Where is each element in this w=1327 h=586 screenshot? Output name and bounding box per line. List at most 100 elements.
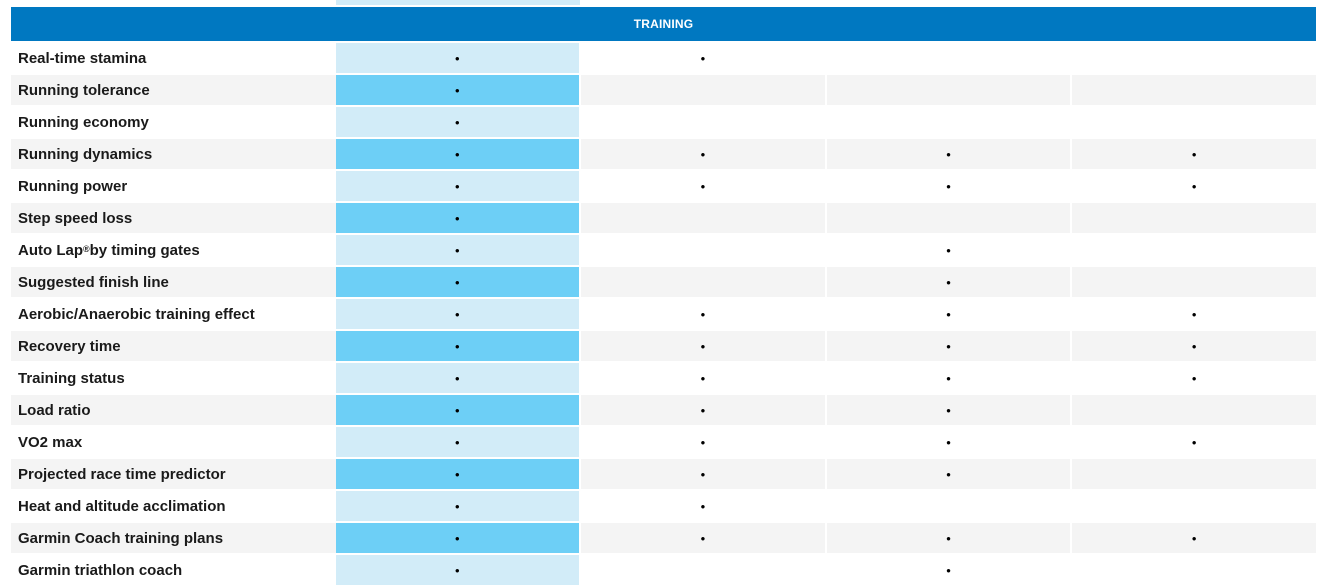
feature-cell-col-3: • (826, 235, 1071, 265)
table-row: Training status • • • • (11, 363, 1317, 393)
feature-label: Projected race time predictor (11, 459, 336, 489)
feature-cell-col-1: • (335, 267, 580, 297)
feature-cell-col-2 (581, 203, 825, 233)
table-row: Garmin Coach training plans • • • • (11, 523, 1317, 553)
bullet-mark: • (946, 306, 951, 322)
feature-cell-col-1: • (335, 523, 580, 553)
feature-cell-col-3: • (826, 267, 1071, 297)
table-row: VO2 max • • • • (11, 427, 1317, 457)
bullet-mark: • (946, 178, 951, 194)
bullet-mark: • (946, 530, 951, 546)
feature-cell-col-3: • (826, 171, 1071, 201)
feature-cell-col-1: • (335, 395, 580, 425)
feature-cell-col-4 (1072, 107, 1317, 137)
feature-cell-col-2: • (581, 299, 825, 329)
feature-cell-col-1: • (335, 299, 580, 329)
feature-cell-col-2: • (581, 363, 825, 393)
feature-cell-col-1: • (335, 43, 580, 73)
bullet-mark: • (455, 50, 460, 66)
table-row: Suggested finish line • • (11, 267, 1317, 297)
feature-label: Suggested finish line (11, 267, 336, 297)
feature-cell-col-4: • (1072, 523, 1317, 553)
feature-cell-col-1: • (335, 75, 580, 105)
bullet-mark: • (1191, 306, 1197, 322)
feature-label: Step speed loss (11, 203, 336, 233)
feature-cell-col-1: • (335, 171, 580, 201)
bullet-mark: • (700, 146, 706, 162)
bullet-mark: • (1191, 530, 1197, 546)
bullet-mark: • (455, 498, 460, 514)
feature-label: Garmin triathlon coach (11, 555, 336, 585)
bullet-mark: • (946, 402, 951, 418)
bullet-mark: • (455, 562, 460, 578)
feature-cell-col-3 (826, 203, 1071, 233)
table-row: Load ratio • • • (11, 395, 1317, 425)
table-row: Aerobic/Anaerobic training effect • • • • (11, 299, 1317, 329)
feature-label: Aerobic/Anaerobic training effect (11, 299, 336, 329)
feature-cell-col-4 (1072, 459, 1317, 489)
bullet-mark: • (1191, 338, 1197, 354)
bullet-mark: • (700, 434, 706, 450)
section-header-training: TRAINING (11, 7, 1316, 41)
feature-cell-col-2 (581, 235, 825, 265)
bullet-mark: • (455, 402, 460, 418)
feature-cell-col-3 (826, 75, 1071, 105)
feature-label: Garmin Coach training plans (11, 523, 336, 553)
bullet-mark: • (700, 50, 706, 66)
feature-cell-col-4: • (1072, 331, 1317, 361)
feature-label: Running economy (11, 107, 336, 137)
feature-cell-col-2: • (581, 139, 825, 169)
feature-cell-col-1: • (335, 555, 580, 585)
bullet-mark: • (455, 306, 460, 322)
bullet-mark: • (700, 370, 706, 386)
feature-cell-col-4: • (1072, 363, 1317, 393)
feature-cell-col-3 (826, 43, 1071, 73)
bullet-mark: • (700, 338, 706, 354)
feature-cell-col-1: • (335, 331, 580, 361)
bullet-mark: • (455, 114, 460, 130)
feature-label: Running power (11, 171, 336, 201)
feature-label: Running tolerance (11, 75, 336, 105)
bullet-mark: • (455, 466, 460, 482)
feature-label: Recovery time (11, 331, 336, 361)
section-title: TRAINING (633, 17, 694, 31)
feature-label: Load ratio (11, 395, 336, 425)
feature-cell-col-1: • (335, 427, 580, 457)
table-row: Running tolerance • (11, 75, 1317, 105)
feature-cell-col-2: • (581, 491, 825, 521)
table-row: Real-time stamina • • (11, 43, 1317, 73)
feature-cell-col-4 (1072, 235, 1317, 265)
feature-cell-col-4: • (1072, 171, 1317, 201)
bullet-mark: • (455, 530, 460, 546)
bullet-mark: • (455, 242, 460, 258)
feature-cell-col-2: • (581, 43, 825, 73)
table-row: Running power • • • • (11, 171, 1317, 201)
bullet-mark: • (946, 338, 951, 354)
bullet-mark: • (700, 402, 706, 418)
feature-cell-col-3: • (826, 139, 1071, 169)
feature-cell-col-4: • (1072, 427, 1317, 457)
feature-cell-col-3: • (826, 523, 1071, 553)
feature-label: Training status (11, 363, 336, 393)
bullet-mark: • (700, 466, 706, 482)
table-row: Auto Lap ® by timing gates • • (11, 235, 1317, 265)
feature-cell-col-4 (1072, 43, 1317, 73)
feature-label: Real-time stamina (11, 43, 336, 73)
feature-cell-col-1: • (335, 491, 580, 521)
previous-section-column-edge (336, 0, 580, 5)
bullet-mark: • (946, 466, 951, 482)
feature-label: Heat and altitude acclimation (11, 491, 336, 521)
feature-cell-col-2: • (581, 171, 825, 201)
table-row: Step speed loss • (11, 203, 1317, 233)
feature-cell-col-3 (826, 491, 1071, 521)
bullet-mark: • (946, 242, 951, 258)
bullet-mark: • (1191, 434, 1197, 450)
feature-cell-col-3: • (826, 331, 1071, 361)
feature-cell-col-4 (1072, 75, 1317, 105)
bullet-mark: • (946, 562, 951, 578)
bullet-mark: • (455, 210, 460, 226)
bullet-mark: • (455, 274, 460, 290)
feature-cell-col-4 (1072, 203, 1317, 233)
feature-cell-col-3: • (826, 427, 1071, 457)
